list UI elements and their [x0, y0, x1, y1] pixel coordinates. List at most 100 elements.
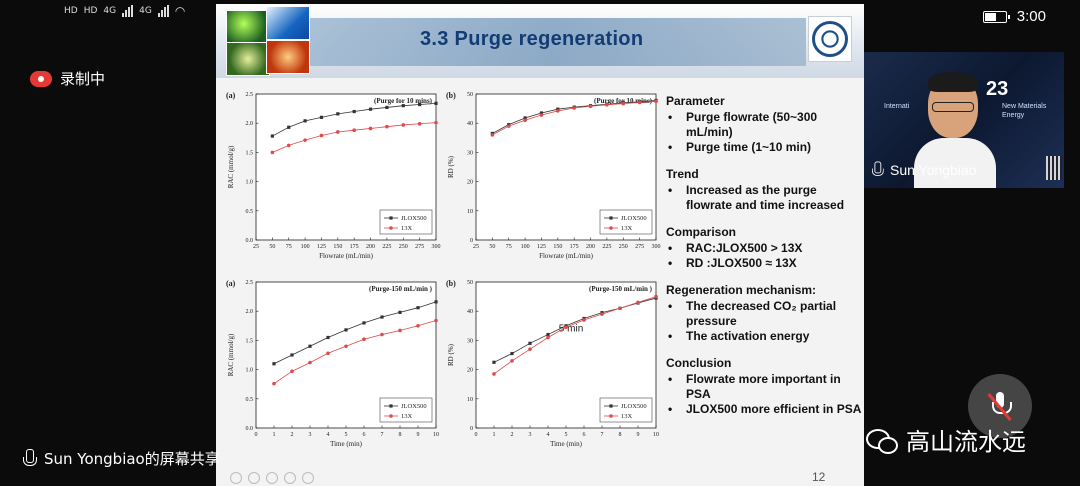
header-banner — [296, 18, 806, 66]
legend-marker — [389, 216, 393, 220]
y-axis-label: RAC (mmol/g) — [227, 333, 235, 376]
data-point-13x — [303, 138, 307, 142]
x-tick-label: 175 — [350, 244, 359, 250]
data-point-13x — [344, 344, 348, 349]
notes-bullet: RAC:JLOX500 > 13X — [666, 241, 862, 256]
pen-icon[interactable] — [266, 472, 278, 484]
y-tick-label: 20 — [467, 368, 473, 374]
legend-marker — [389, 414, 393, 418]
more-icon[interactable] — [302, 472, 314, 484]
y-tick-label: 2.5 — [246, 92, 254, 98]
bg-small-1: Internati — [884, 103, 910, 110]
x-tick-label: 8 — [619, 432, 622, 438]
video-background-text: 23 — [986, 78, 1009, 100]
notes-section: Trend Increased as the purge flowrate and… — [666, 167, 862, 213]
x-tick-label: 75 — [286, 244, 292, 250]
data-point-13x — [362, 337, 366, 342]
panel-label: (b) — [446, 91, 456, 100]
signal-icon — [122, 5, 134, 17]
y-tick-label: 50 — [467, 280, 473, 286]
slide-toolbar — [230, 472, 314, 484]
data-point-13x — [434, 318, 438, 323]
page-number: 12 — [812, 470, 826, 484]
x-tick-label: 250 — [619, 244, 628, 250]
x-tick-label: 0 — [475, 432, 478, 438]
x-tick-label: 3 — [529, 432, 532, 438]
wechat-icon — [866, 427, 898, 454]
participant-label: Sun Yongbiao — [870, 160, 976, 180]
data-point-jlox500 — [416, 306, 420, 310]
zoom-icon[interactable] — [284, 472, 296, 484]
x-tick-label: 300 — [432, 244, 441, 250]
notes-heading: Trend — [666, 167, 699, 181]
recording-indicator[interactable]: 录制中 — [30, 68, 105, 89]
video-background-small: Internati — [884, 102, 909, 111]
x-tick-label: 150 — [553, 244, 562, 250]
data-point-13x — [636, 300, 640, 305]
x-axis-label: Flowrate (mL/min) — [539, 252, 594, 260]
data-point-13x — [272, 381, 276, 386]
panel-label: (a) — [226, 279, 236, 288]
y-tick-label: 1.0 — [246, 180, 254, 186]
legend-label: JLOX500 — [401, 215, 427, 222]
x-tick-label: 9 — [637, 432, 640, 438]
data-point-13x — [528, 347, 532, 351]
x-tick-label: 7 — [381, 432, 384, 438]
notes-bullet: Increased as the purge flowrate and time… — [666, 183, 862, 213]
y-tick-label: 30 — [467, 150, 473, 156]
data-point-13x — [417, 121, 422, 126]
hd-label-1: HD — [64, 6, 78, 16]
data-point-jlox500 — [546, 332, 550, 337]
data-point-13x — [401, 123, 406, 127]
prev-icon[interactable] — [230, 472, 242, 484]
x-tick-label: 100 — [521, 244, 530, 250]
data-point-jlox500 — [368, 107, 373, 111]
x-tick-label: 50 — [269, 244, 275, 250]
y-axis-label: RAC (mmol/g) — [227, 145, 235, 188]
y-tick-label: 30 — [467, 338, 473, 344]
series-line-1 — [493, 296, 657, 375]
data-point-13x — [582, 318, 586, 322]
y-tick-label: 2.5 — [246, 280, 254, 286]
data-point-13x — [588, 104, 593, 109]
data-point-13x — [546, 335, 550, 340]
notes-bullet: Flowrate more important in PSA — [666, 372, 862, 402]
status-bar: HD HD 4G 4G ◠ 3:00 — [0, 0, 1080, 34]
legend-marker — [609, 226, 613, 230]
legend-label: JLOX500 — [621, 403, 647, 410]
panel-label: (a) — [226, 91, 236, 100]
y-axis-label: RD (%) — [447, 343, 455, 366]
header-image-tile — [266, 6, 310, 40]
legend-label: JLOX500 — [621, 215, 647, 222]
chart-rac-flowrate: 25 50 75 100 125 150 175 200 225 250 275 300 0.0 0.5 1… — [224, 88, 446, 268]
x-tick-label: 125 — [317, 244, 326, 250]
x-tick-label: 25 — [253, 244, 259, 250]
data-point-jlox500 — [344, 328, 348, 332]
speaker-person — [912, 68, 996, 188]
data-point-13x — [290, 369, 294, 374]
x-axis-label: Time (min) — [550, 440, 582, 448]
series-line-0 — [273, 301, 437, 365]
notes-bullet: The decreased CO₂ partial pressure — [666, 299, 862, 329]
share-label-text: Sun Yongbiao的屏幕共享 — [44, 450, 220, 468]
y-tick-label: 0.5 — [246, 397, 254, 403]
x-tick-label: 8 — [399, 432, 402, 438]
legend-marker — [609, 216, 613, 220]
data-point-13x — [510, 359, 514, 363]
next-icon[interactable] — [248, 472, 260, 484]
panel-label: (b) — [446, 279, 456, 288]
chart-rd-time: 0 1 2 3 4 5 6 7 8 9 10 0 10 20 30 40 50 Time (min) RD (%) (… — [444, 276, 666, 456]
data-point-jlox500 — [434, 300, 438, 304]
university-logo — [808, 16, 852, 62]
data-point-jlox500 — [287, 125, 291, 129]
mute-button[interactable] — [968, 374, 1032, 438]
x-tick-label: 200 — [586, 244, 595, 250]
speaker-video[interactable]: 23 Internati New Materials Energy Sun Yo… — [864, 52, 1064, 188]
status-right: 3:00 — [982, 8, 1046, 25]
data-point-13x — [600, 312, 604, 316]
data-point-13x — [637, 100, 642, 105]
data-point-13x — [385, 124, 389, 129]
x-tick-label: 275 — [635, 244, 644, 250]
x-tick-label: 200 — [366, 244, 375, 250]
data-point-jlox500 — [270, 134, 274, 138]
